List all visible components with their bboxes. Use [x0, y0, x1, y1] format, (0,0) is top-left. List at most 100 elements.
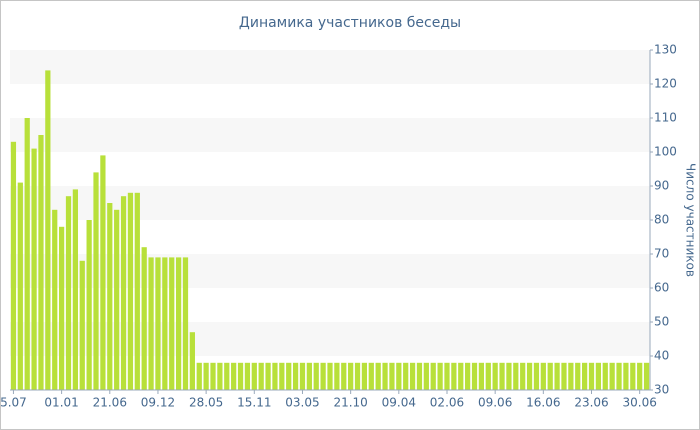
- bar: [120, 196, 127, 390]
- bar: [499, 362, 505, 390]
- x-tick-label: 23.06: [574, 396, 608, 410]
- bar: [492, 362, 498, 390]
- bar: [93, 172, 99, 390]
- bar: [306, 362, 312, 390]
- y-tick-label: 70: [654, 247, 669, 261]
- bar: [58, 226, 65, 390]
- bar: [327, 362, 333, 390]
- bar: [616, 362, 622, 390]
- bar: [375, 362, 381, 390]
- bar: [107, 203, 113, 390]
- y-tick-label: 100: [654, 145, 677, 159]
- bar: [286, 362, 292, 390]
- bar: [520, 362, 526, 390]
- chart-title: Динамика участников беседы: [239, 15, 461, 31]
- bar: [31, 148, 37, 390]
- bar: [162, 257, 168, 390]
- bar: [409, 362, 416, 390]
- bar: [169, 257, 175, 390]
- bar: [437, 362, 443, 390]
- grid-band: [10, 186, 650, 220]
- bar: [554, 362, 560, 390]
- x-tick-label: 21.06: [93, 396, 127, 410]
- bar: [313, 362, 319, 390]
- bar: [451, 362, 457, 390]
- bar: [588, 362, 595, 390]
- bar: [320, 362, 326, 390]
- bar: [217, 362, 223, 390]
- bar: [430, 362, 436, 390]
- grid-band: [10, 322, 650, 356]
- bar: [595, 362, 602, 390]
- y-tick-label: 30: [654, 383, 669, 397]
- bar: [609, 362, 615, 390]
- bar: [52, 209, 58, 390]
- bar: [79, 260, 85, 390]
- grid-band: [10, 50, 650, 84]
- bar: [292, 362, 299, 390]
- bar: [623, 362, 629, 390]
- y-tick-label: 110: [654, 111, 677, 125]
- bar: [533, 362, 540, 390]
- bar: [86, 220, 92, 390]
- bar: [210, 362, 216, 390]
- bar: [575, 362, 581, 390]
- grid-band: [10, 254, 650, 288]
- bar: [637, 362, 643, 390]
- bar: [24, 118, 30, 390]
- y-tick-label: 80: [654, 213, 669, 227]
- bar: [458, 362, 464, 390]
- bar: [189, 332, 195, 390]
- y-tick-label: 60: [654, 281, 669, 295]
- bar: [72, 189, 78, 390]
- bar: [258, 362, 264, 390]
- bar: [485, 362, 491, 390]
- bar: [251, 362, 257, 390]
- x-tick-label: 28.05: [189, 396, 223, 410]
- bar: [368, 362, 374, 390]
- bar: [224, 362, 230, 390]
- bar: [361, 362, 368, 390]
- bar: [403, 362, 409, 390]
- bar: [17, 182, 23, 390]
- bar: [237, 362, 244, 390]
- bar: [471, 362, 478, 390]
- bar: [141, 247, 147, 390]
- bar: [526, 362, 533, 390]
- bar: [155, 257, 161, 390]
- y-tick-label: 90: [654, 179, 669, 193]
- bar: [231, 362, 237, 390]
- x-tick-label: 16.06: [526, 396, 560, 410]
- bar: [547, 362, 553, 390]
- bar: [182, 257, 189, 390]
- grid-band: [10, 118, 650, 152]
- bar: [196, 362, 202, 390]
- bar: [444, 362, 450, 390]
- bar: [175, 257, 182, 390]
- bar: [348, 362, 354, 390]
- bar: [100, 155, 106, 390]
- bar: [630, 362, 636, 390]
- x-tick-label: 01.01: [44, 396, 78, 410]
- x-tick-label: 5.07: [0, 396, 27, 410]
- bar: [561, 362, 567, 390]
- bar: [134, 192, 140, 390]
- bar: [10, 141, 17, 390]
- bar: [506, 362, 512, 390]
- y-tick-label: 40: [654, 349, 669, 363]
- y-tick-label: 50: [654, 315, 669, 329]
- bar: [244, 362, 251, 390]
- bar: [582, 362, 588, 390]
- bar: [127, 192, 134, 390]
- bar: [38, 135, 44, 390]
- bar: [389, 362, 395, 390]
- bar: [299, 362, 306, 390]
- bar: [540, 362, 546, 390]
- bar: [341, 362, 347, 390]
- bar: [45, 70, 51, 391]
- y-tick-label: 120: [654, 77, 677, 91]
- bar: [396, 362, 402, 390]
- bar: [513, 362, 519, 390]
- x-tick-label: 09.06: [478, 396, 512, 410]
